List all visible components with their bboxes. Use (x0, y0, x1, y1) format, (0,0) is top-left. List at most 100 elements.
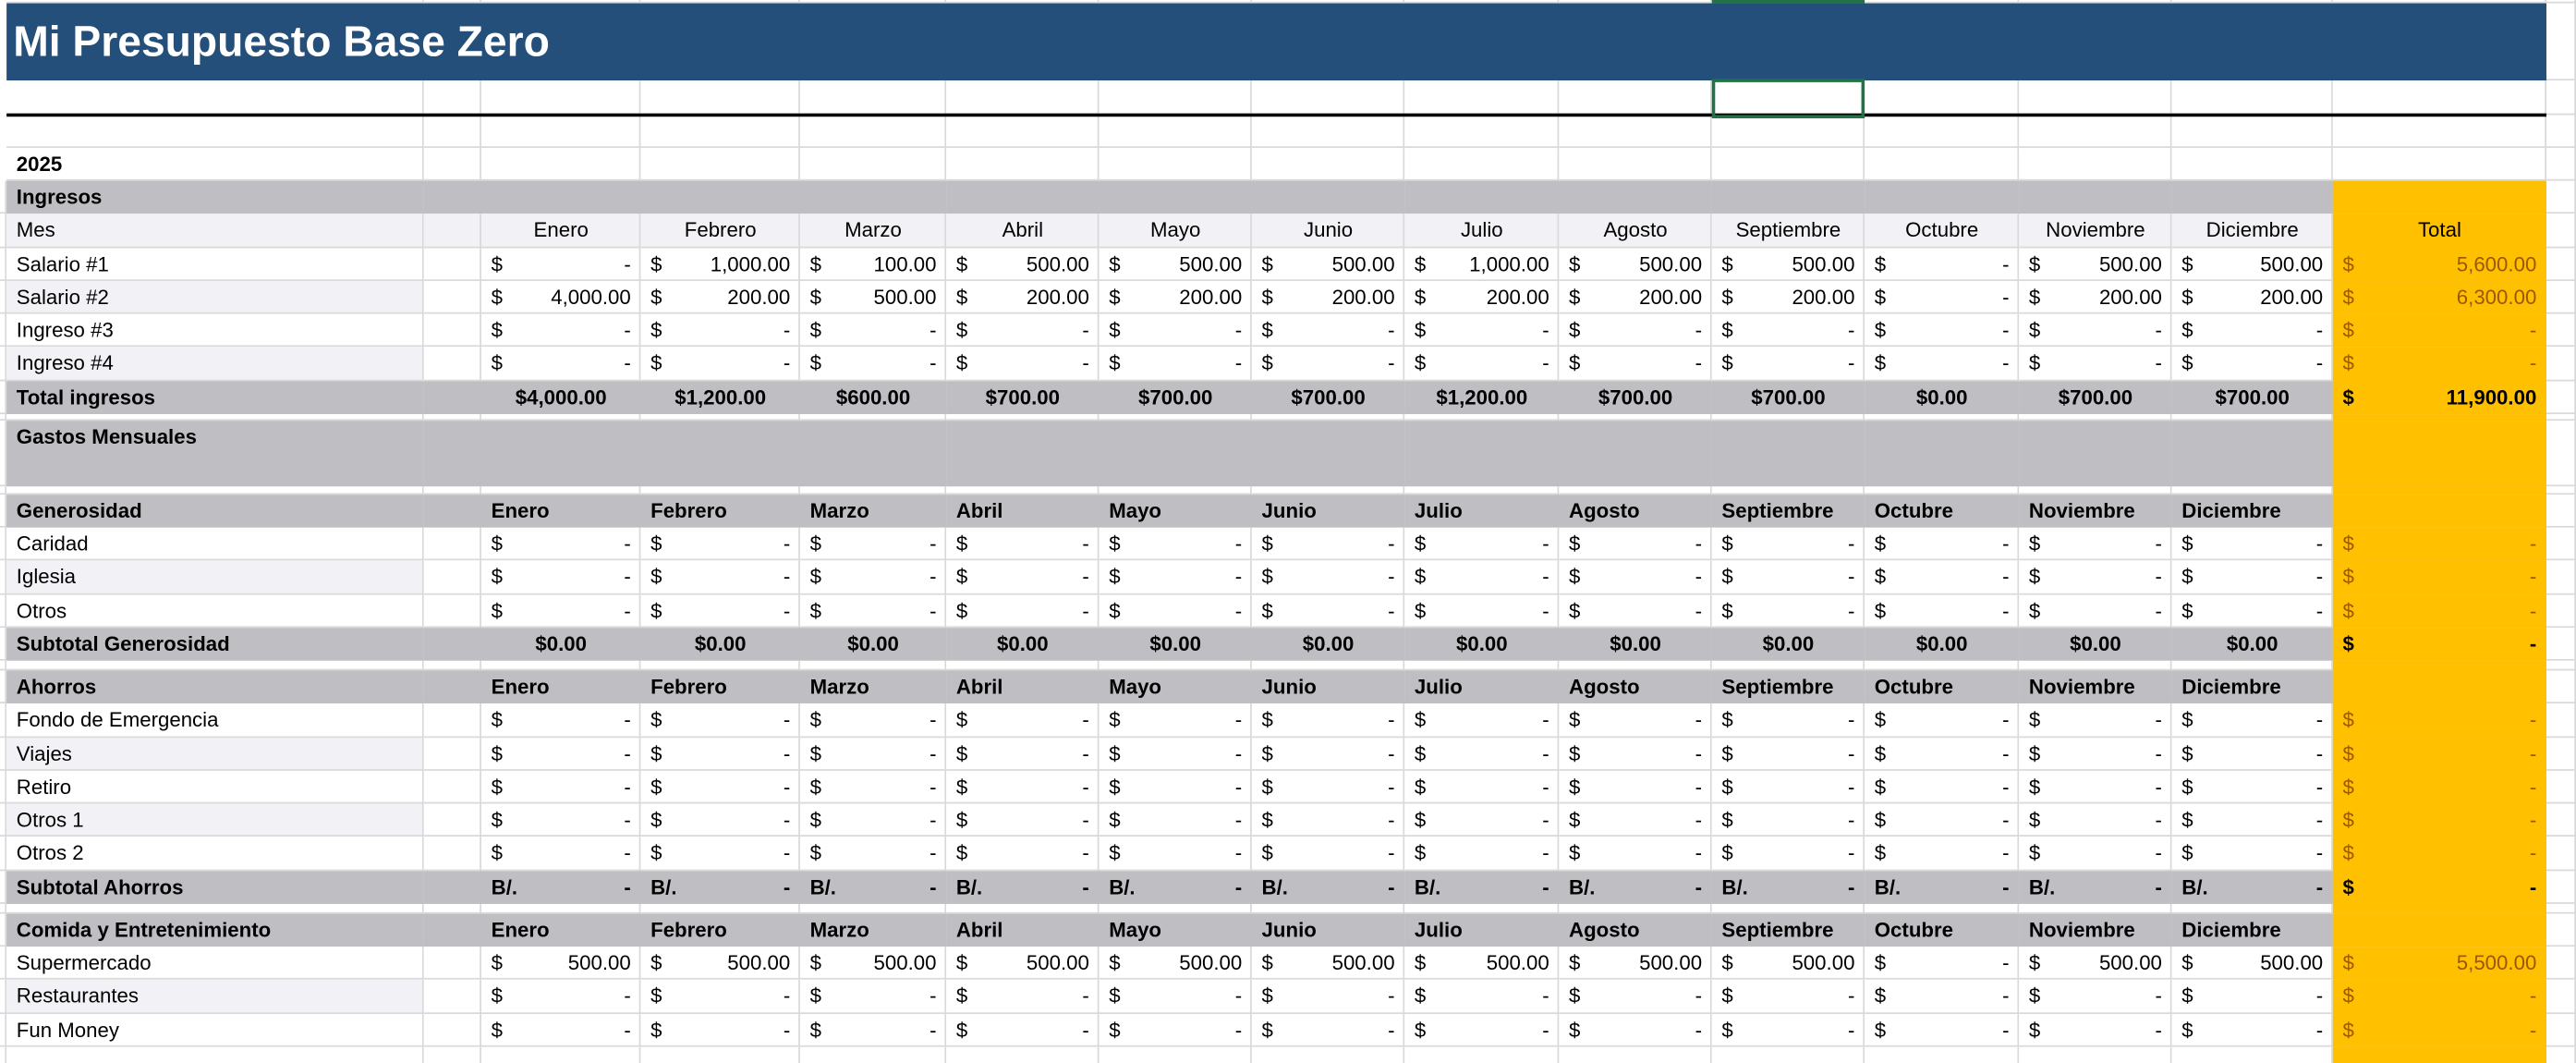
cell[interactable] (2171, 560, 2333, 594)
cell[interactable] (1865, 913, 2020, 947)
cell[interactable] (423, 1046, 481, 1063)
cell[interactable] (799, 347, 947, 381)
cell[interactable] (640, 770, 800, 804)
cell[interactable] (6, 670, 424, 704)
cell[interactable] (1559, 313, 1712, 348)
cell[interactable] (946, 420, 1100, 486)
cell[interactable] (423, 903, 481, 914)
cell[interactable] (799, 180, 947, 214)
cell[interactable] (480, 737, 641, 771)
cell[interactable] (423, 80, 481, 116)
cell[interactable] (1865, 980, 2020, 1014)
cell[interactable] (799, 980, 947, 1014)
cell[interactable] (2546, 803, 2576, 837)
cell[interactable] (1251, 913, 1405, 947)
cell[interactable] (2019, 180, 2172, 214)
cell[interactable] (2171, 148, 2333, 181)
cell[interactable] (2171, 80, 2333, 116)
cell[interactable] (6, 1046, 424, 1063)
cell[interactable] (946, 703, 1100, 738)
cell[interactable] (2332, 80, 2546, 116)
cell[interactable] (2332, 1013, 2546, 1047)
cell[interactable] (2171, 593, 2333, 628)
cell[interactable] (480, 560, 641, 594)
cell[interactable] (1099, 0, 1252, 4)
cell[interactable] (2171, 280, 2333, 314)
cell[interactable] (946, 1013, 1100, 1047)
cell[interactable] (2171, 494, 2333, 528)
cell[interactable] (1404, 560, 1560, 594)
cell[interactable] (2019, 347, 2172, 381)
cell[interactable] (2019, 560, 2172, 594)
cell[interactable] (640, 1013, 800, 1047)
cell[interactable] (2546, 593, 2576, 628)
cell[interactable] (1099, 413, 1252, 421)
cell[interactable] (423, 560, 481, 594)
cell[interactable] (1711, 1046, 1865, 1063)
cell[interactable] (2019, 0, 2172, 4)
cell[interactable] (2019, 380, 2172, 414)
cell[interactable] (640, 413, 800, 421)
cell[interactable] (1099, 703, 1252, 738)
cell[interactable] (2546, 660, 2576, 671)
cell[interactable] (2332, 494, 2546, 528)
cell[interactable] (2546, 947, 2576, 981)
cell[interactable] (1099, 1013, 1252, 1047)
cell[interactable] (1865, 527, 2020, 561)
cell[interactable] (1711, 947, 1865, 981)
cell[interactable] (799, 560, 947, 594)
cell[interactable] (1559, 0, 1712, 4)
cell[interactable] (946, 593, 1100, 628)
cell[interactable] (1251, 803, 1405, 837)
cell[interactable] (0, 870, 7, 904)
cell[interactable] (1711, 1013, 1865, 1047)
cell[interactable] (480, 593, 641, 628)
cell[interactable] (2546, 670, 2576, 704)
cell[interactable] (1099, 913, 1252, 947)
cell[interactable] (1865, 1013, 2020, 1047)
cell[interactable] (1711, 670, 1865, 704)
cell[interactable] (799, 527, 947, 561)
cell[interactable] (1711, 803, 1865, 837)
cell[interactable] (2546, 1046, 2576, 1063)
cell[interactable] (0, 703, 7, 738)
cell[interactable] (640, 494, 800, 528)
cell[interactable] (423, 420, 481, 486)
cell[interactable] (1711, 837, 1865, 871)
cell[interactable] (2171, 313, 2333, 348)
cell[interactable] (1865, 214, 2020, 248)
cell[interactable] (799, 737, 947, 771)
cell[interactable] (6, 214, 424, 248)
cell[interactable] (6, 870, 424, 904)
cell[interactable] (2546, 627, 2576, 661)
cell[interactable] (480, 527, 641, 561)
cell[interactable] (1404, 347, 1560, 381)
cell[interactable] (2332, 485, 2546, 495)
cell[interactable] (1099, 80, 1252, 116)
cell[interactable] (946, 660, 1100, 671)
cell[interactable] (946, 527, 1100, 561)
cell[interactable] (2019, 527, 2172, 561)
cell[interactable] (0, 280, 7, 314)
cell[interactable] (2019, 280, 2172, 314)
cell[interactable] (6, 737, 424, 771)
cell[interactable] (1099, 660, 1252, 671)
cell[interactable] (946, 947, 1100, 981)
cell[interactable] (1251, 527, 1405, 561)
cell[interactable] (1404, 313, 1560, 348)
cell[interactable] (799, 80, 947, 116)
cell[interactable] (423, 737, 481, 771)
cell[interactable] (2332, 413, 2546, 421)
cell[interactable] (2171, 980, 2333, 1014)
cell[interactable] (799, 770, 947, 804)
cell[interactable] (1559, 280, 1712, 314)
cell[interactable] (1711, 214, 1865, 248)
cell[interactable] (0, 593, 7, 628)
cell[interactable] (1099, 560, 1252, 594)
cell[interactable] (1559, 593, 1712, 628)
cell[interactable] (0, 903, 7, 914)
cell[interactable] (2019, 947, 2172, 981)
cell[interactable] (6, 593, 424, 628)
cell[interactable] (423, 494, 481, 528)
cell[interactable] (1404, 703, 1560, 738)
